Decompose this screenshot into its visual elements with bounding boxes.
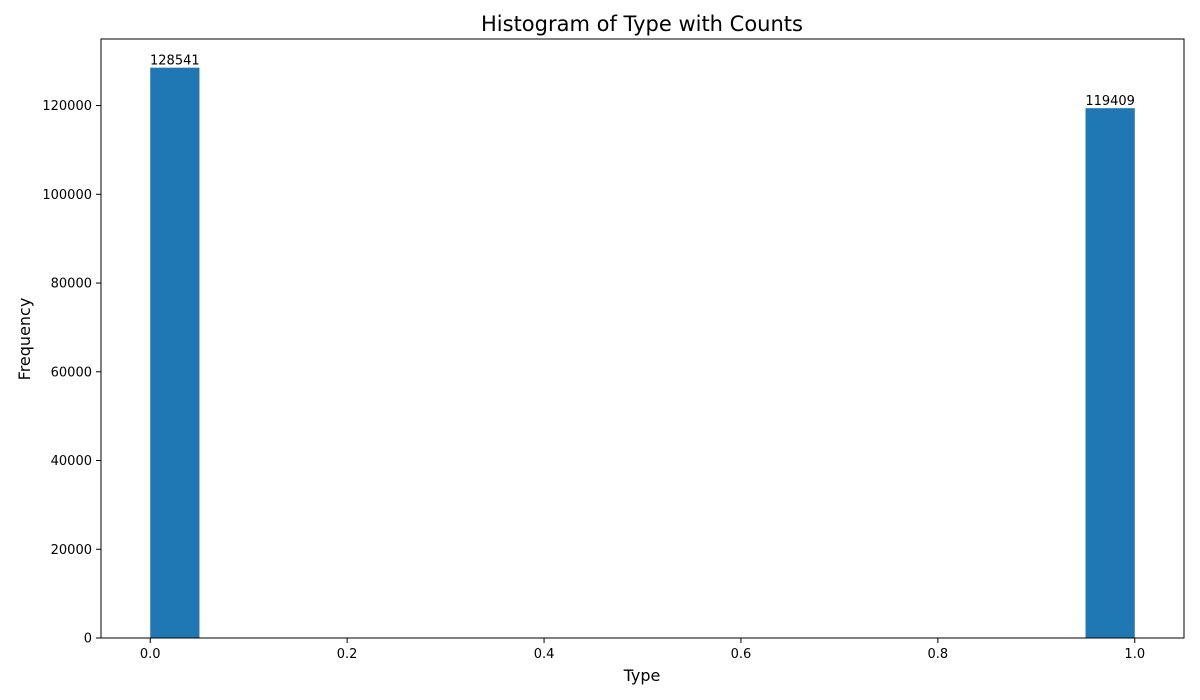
y-tick-label: 80000 <box>51 277 92 292</box>
plot-frame <box>100 38 1185 639</box>
x-tick-label: 0.0 <box>140 647 161 662</box>
x-tick-label: 1.0 <box>1124 647 1145 662</box>
x-tick-label: 0.6 <box>731 647 752 662</box>
x-tick-label: 0.2 <box>337 647 358 662</box>
x-tick-label: 0.4 <box>534 647 555 662</box>
histogram-bar <box>1085 108 1135 638</box>
y-axis-label: Frequency <box>15 298 34 381</box>
x-axis-label: Type <box>623 666 661 685</box>
data-labels-layer: 128541 119409 <box>150 54 1135 110</box>
y-tick-label: 100000 <box>42 188 92 203</box>
bar-count-label: 119409 <box>1085 94 1135 109</box>
bar-count-label: 128541 <box>150 54 200 69</box>
x-tick-label: 0.8 <box>928 647 949 662</box>
histogram-bar <box>150 67 200 639</box>
chart-title: Histogram of Type with Counts <box>481 12 803 36</box>
bars-layer <box>150 67 1135 639</box>
y-tick-label: 20000 <box>51 543 92 558</box>
y-axis: 0 20000 40000 60000 80000 100000 120000 <box>42 99 101 647</box>
y-tick-label: 0 <box>84 632 92 647</box>
y-tick-label: 60000 <box>51 365 92 380</box>
x-axis: 0.0 0.2 0.4 0.6 0.8 1.0 <box>140 638 1145 662</box>
y-tick-label: 120000 <box>42 99 92 114</box>
y-tick-label: 40000 <box>51 454 92 469</box>
